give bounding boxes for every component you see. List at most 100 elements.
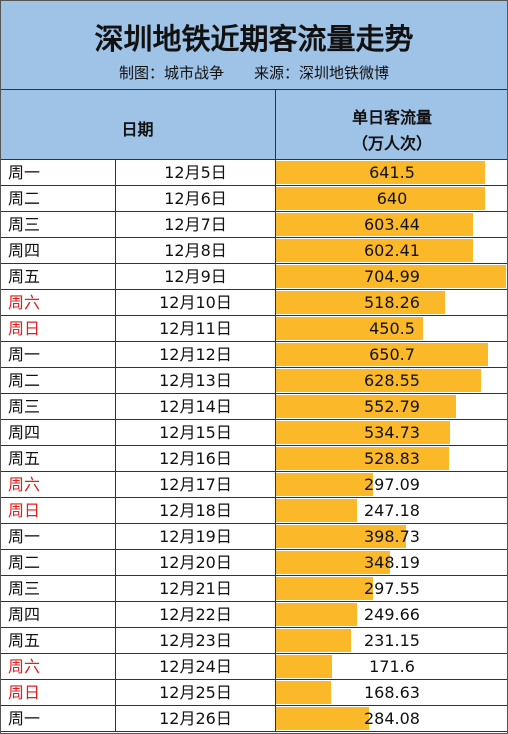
table-row: 周三 12月7日 603.44 xyxy=(0,212,508,238)
flow-bar xyxy=(276,577,373,600)
table-row: 周五 12月9日 704.99 xyxy=(0,264,508,290)
table-row: 周二 12月20日 348.19 xyxy=(0,550,508,576)
flow-value-label: 249.66 xyxy=(364,605,420,624)
weekday-cell: 周日 xyxy=(0,498,116,523)
flow-value-label: 398.73 xyxy=(364,527,420,546)
flow-cell: 518.26 xyxy=(276,290,508,315)
date-cell: 12月18日 xyxy=(116,498,276,523)
date-cell: 12月15日 xyxy=(116,420,276,445)
date-cell: 12月11日 xyxy=(116,316,276,341)
flow-bar xyxy=(276,213,473,236)
flow-cell: 641.5 xyxy=(276,160,508,185)
date-cell: 12月16日 xyxy=(116,446,276,471)
date-cell: 12月7日 xyxy=(116,212,276,237)
table-row: 周四 12月15日 534.73 xyxy=(0,420,508,446)
weekday-cell: 周日 xyxy=(0,680,116,705)
table-row: 周一 12月5日 641.5 xyxy=(0,160,508,186)
flow-value-label: 704.99 xyxy=(364,267,420,286)
table-row: 周五 12月23日 231.15 xyxy=(0,628,508,654)
flow-cell: 528.83 xyxy=(276,446,508,471)
flow-cell: 534.73 xyxy=(276,420,508,445)
table-row: 周三 12月14日 552.79 xyxy=(0,394,508,420)
table-row: 周六 12月17日 297.09 xyxy=(0,472,508,498)
weekday-cell: 周五 xyxy=(0,628,116,653)
flow-value-label: 297.09 xyxy=(364,475,420,494)
table-body: 周一 12月5日 641.5 周二 12月6日 640 周三 12月7日 603.44 周四 12月… xyxy=(0,160,508,732)
flow-value-label: 650.7 xyxy=(369,345,415,364)
table-row: 周日 12月18日 247.18 xyxy=(0,498,508,524)
flow-cell: 650.7 xyxy=(276,342,508,367)
table-row: 周三 12月21日 297.55 xyxy=(0,576,508,602)
flow-bar xyxy=(276,499,357,522)
flow-cell: 704.99 xyxy=(276,264,508,289)
flow-cell: 297.55 xyxy=(276,576,508,601)
flow-value-label: 171.6 xyxy=(369,657,415,676)
flow-bar xyxy=(276,187,485,210)
weekday-cell: 周二 xyxy=(0,550,116,575)
flow-bar xyxy=(276,551,390,574)
flow-cell: 450.5 xyxy=(276,316,508,341)
flow-bar xyxy=(276,655,332,678)
table-row: 周六 12月10日 518.26 xyxy=(0,290,508,316)
flow-cell: 171.6 xyxy=(276,654,508,679)
flow-value-label: 297.55 xyxy=(364,579,420,598)
flow-cell: 552.79 xyxy=(276,394,508,419)
flow-bar xyxy=(276,317,423,340)
flow-bar xyxy=(276,343,488,366)
weekday-cell: 周五 xyxy=(0,446,116,471)
flow-cell: 640 xyxy=(276,186,508,211)
weekday-cell: 周六 xyxy=(0,472,116,497)
date-column-header: 日期 xyxy=(0,90,276,160)
flow-value-label: 628.55 xyxy=(364,371,420,390)
flow-bar xyxy=(276,629,351,652)
flow-value-label: 641.5 xyxy=(369,163,415,182)
flow-value-label: 231.15 xyxy=(364,631,420,650)
table-row: 周一 12月12日 650.7 xyxy=(0,342,508,368)
flow-value-label: 534.73 xyxy=(364,423,420,442)
flow-cell: 297.09 xyxy=(276,472,508,497)
flow-value-label: 602.41 xyxy=(364,241,420,260)
date-cell: 12月5日 xyxy=(116,160,276,185)
date-cell: 12月14日 xyxy=(116,394,276,419)
flow-bar xyxy=(276,447,449,470)
flow-value-label: 247.18 xyxy=(364,501,420,520)
flow-bar xyxy=(276,681,331,704)
flow-value-label: 450.5 xyxy=(369,319,415,338)
flow-value-label: 348.19 xyxy=(364,553,420,572)
flow-bar xyxy=(276,421,450,444)
flow-value-label: 168.63 xyxy=(364,683,420,702)
date-header-label: 日期 xyxy=(121,120,154,139)
weekday-cell: 周三 xyxy=(0,576,116,601)
table-row: 周六 12月24日 171.6 xyxy=(0,654,508,680)
flow-cell: 168.63 xyxy=(276,680,508,705)
flow-cell: 247.18 xyxy=(276,498,508,523)
flow-value-label: 284.08 xyxy=(364,709,420,728)
date-cell: 12月20日 xyxy=(116,550,276,575)
weekday-cell: 周六 xyxy=(0,654,116,679)
title-banner: 深圳地铁近期客流量走势 制图：城市战争 来源：深圳地铁微博 xyxy=(0,0,508,90)
table-row: 周二 12月6日 640 xyxy=(0,186,508,212)
date-cell: 12月19日 xyxy=(116,524,276,549)
flow-bar xyxy=(276,291,445,314)
date-cell: 12月23日 xyxy=(116,628,276,653)
flow-bar xyxy=(276,161,485,184)
flow-cell: 628.55 xyxy=(276,368,508,393)
chart-subtitle: 制图：城市战争 来源：深圳地铁微博 xyxy=(0,62,508,83)
date-cell: 12月9日 xyxy=(116,264,276,289)
flow-cell: 284.08 xyxy=(276,706,508,731)
flow-header-unit: （万人次） xyxy=(351,134,432,153)
flow-bar xyxy=(276,239,473,262)
weekday-cell: 周六 xyxy=(0,290,116,315)
date-cell: 12月8日 xyxy=(116,238,276,263)
date-cell: 12月24日 xyxy=(116,654,276,679)
weekday-cell: 周一 xyxy=(0,160,116,185)
date-cell: 12月26日 xyxy=(116,706,276,731)
date-cell: 12月17日 xyxy=(116,472,276,497)
flow-value-label: 603.44 xyxy=(364,215,420,234)
flow-bar xyxy=(276,473,373,496)
weekday-cell: 周一 xyxy=(0,706,116,731)
flow-value-label: 518.26 xyxy=(364,293,420,312)
flow-cell: 348.19 xyxy=(276,550,508,575)
weekday-cell: 周四 xyxy=(0,420,116,445)
